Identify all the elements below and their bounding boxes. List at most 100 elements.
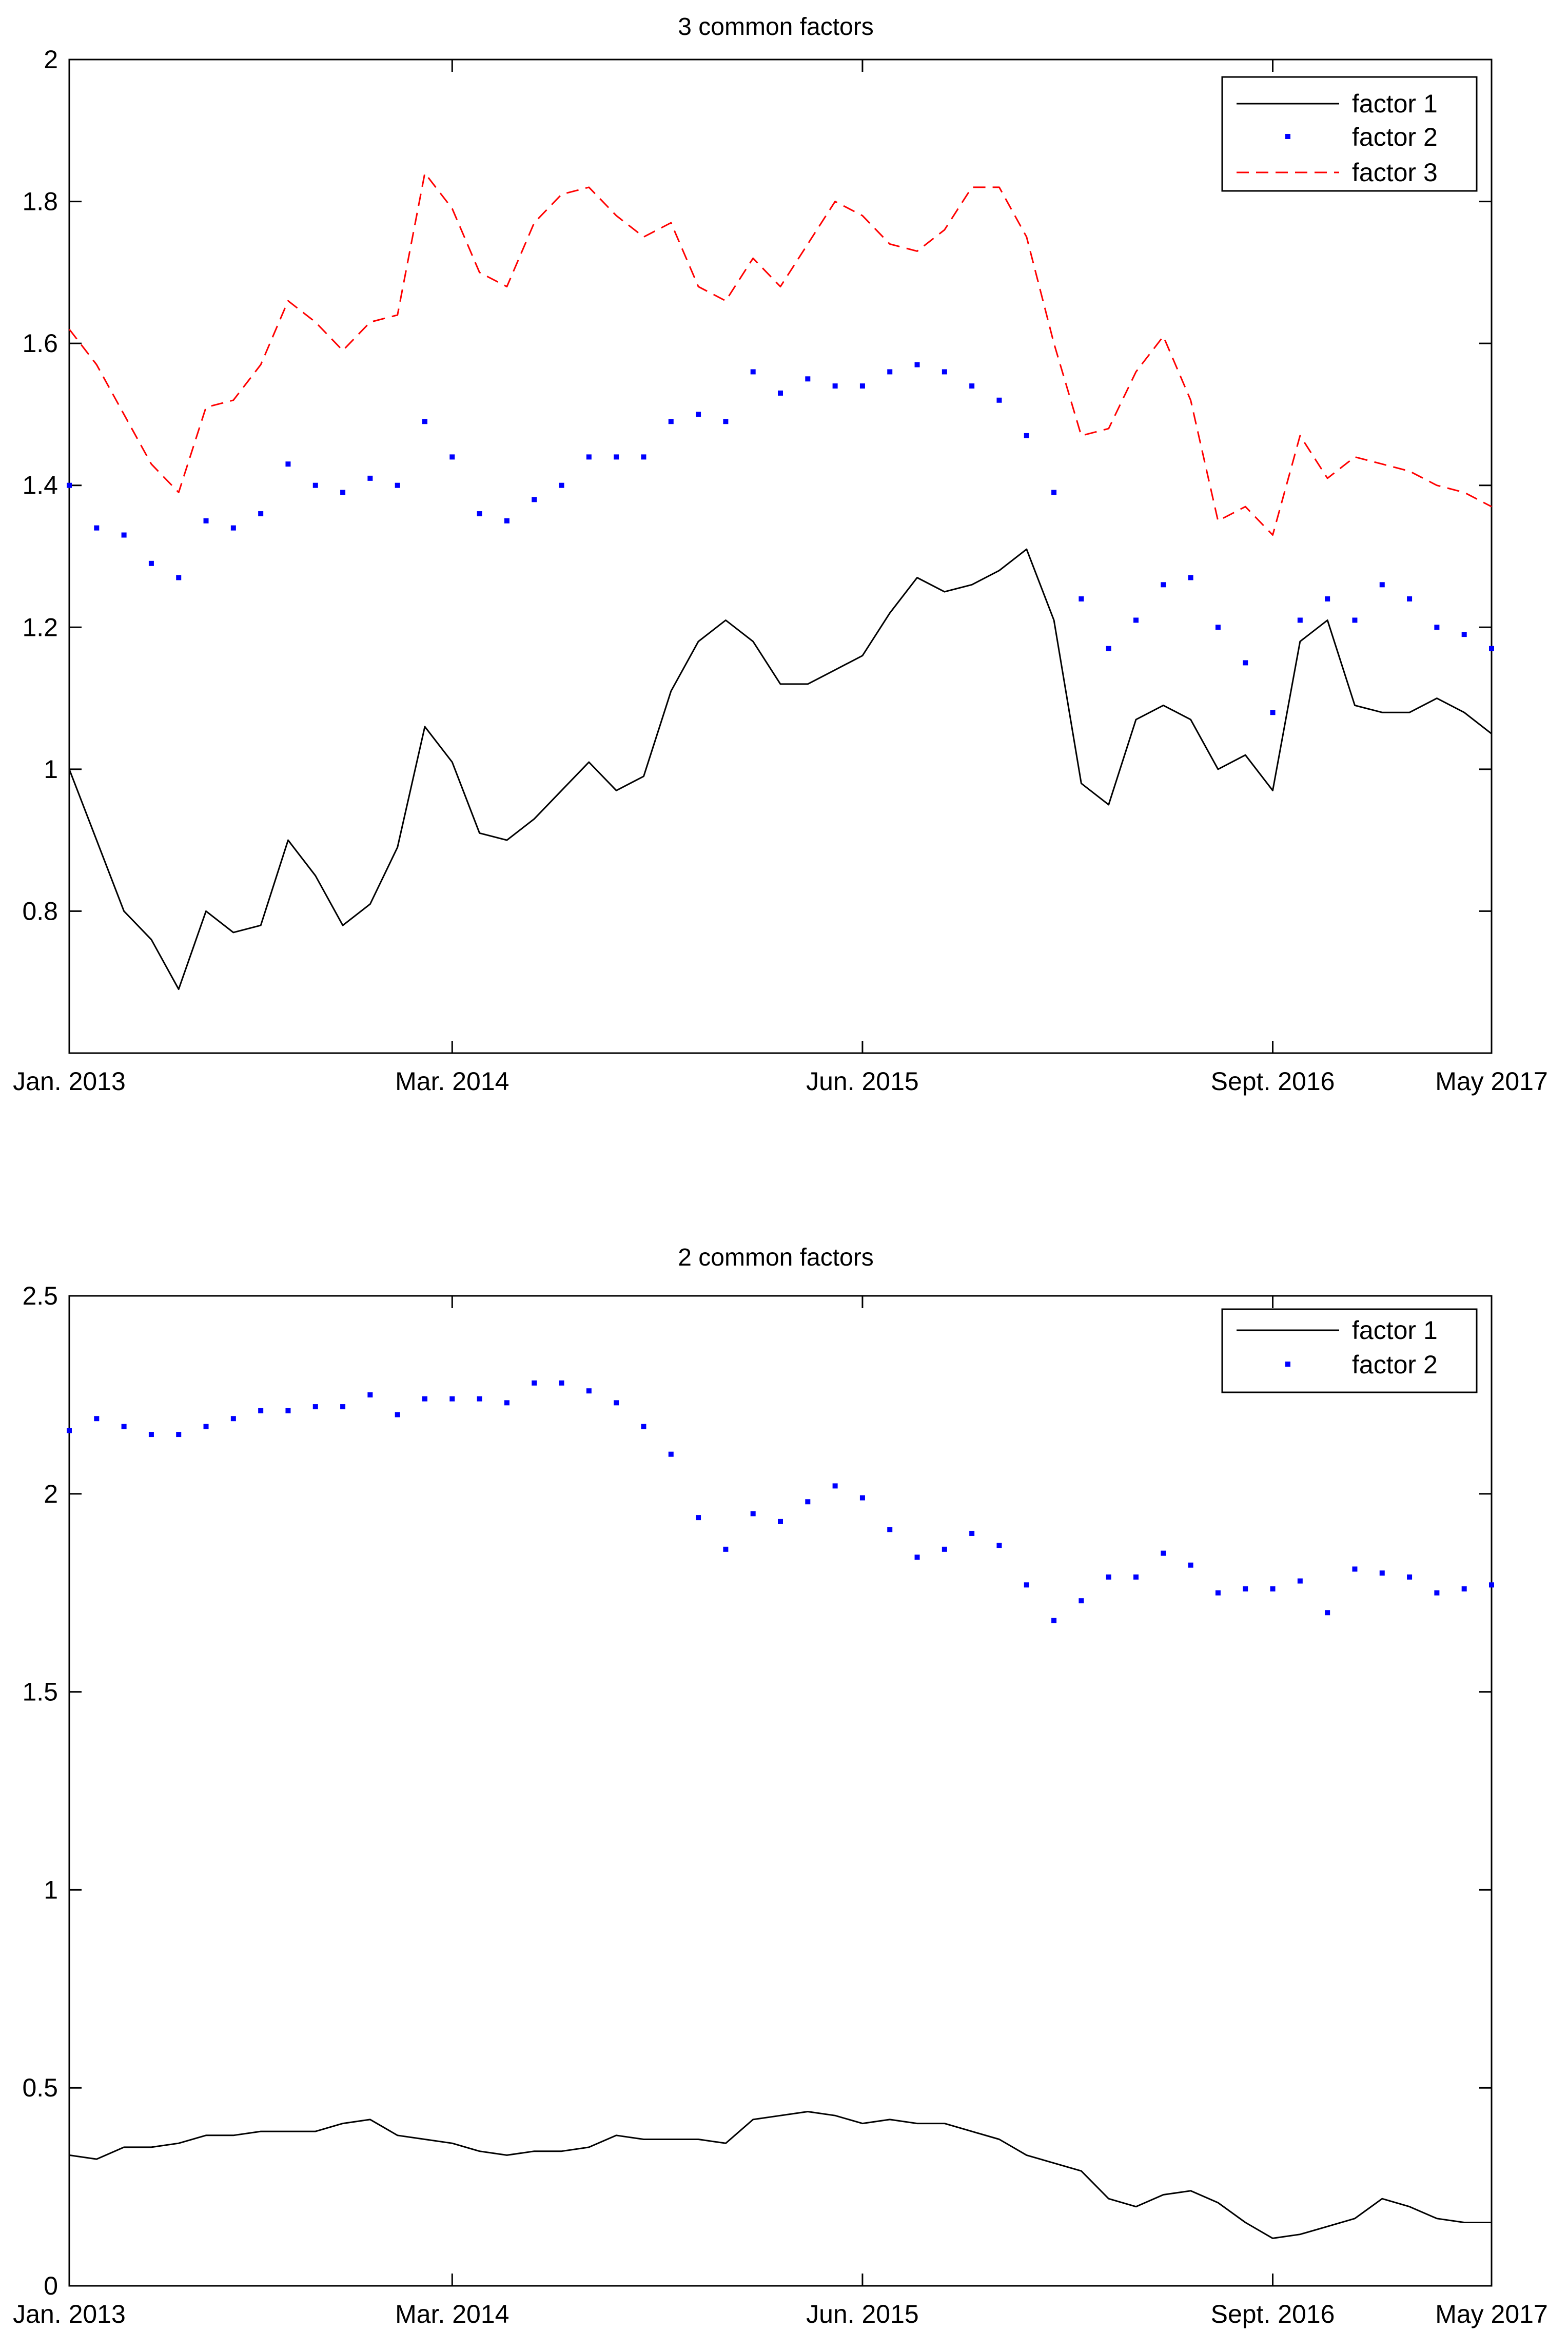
data-point-factor-2: [230, 525, 236, 531]
data-point-factor-2: [94, 1416, 100, 1422]
data-point-factor-2: [805, 1499, 811, 1505]
data-point-factor-2: [559, 1380, 564, 1386]
data-point-factor-2: [121, 532, 127, 538]
data-point-factor-2: [1434, 1590, 1440, 1596]
y-tick-label: 0: [44, 2271, 58, 2300]
data-point-factor-2: [641, 454, 646, 460]
x-tick-label: Jan. 2013: [13, 1067, 126, 1096]
data-point-factor-2: [1215, 1590, 1221, 1596]
data-point-factor-2: [1051, 1618, 1057, 1623]
data-point-factor-2: [176, 575, 182, 580]
x-tick-label: Jun. 2015: [806, 1067, 919, 1096]
data-point-factor-2: [1161, 1550, 1166, 1556]
data-point-factor-2: [614, 454, 619, 460]
data-point-factor-2: [312, 482, 318, 488]
data-point-factor-2: [1461, 632, 1467, 637]
y-tick-label: 2: [44, 45, 58, 74]
data-point-factor-2: [285, 461, 291, 467]
data-point-factor-2: [1024, 1582, 1029, 1588]
data-point-factor-2: [230, 1416, 236, 1422]
x-tick-label: Jun. 2015: [806, 2300, 919, 2328]
data-point-factor-2: [914, 1555, 920, 1560]
data-point-factor-2: [1297, 617, 1303, 623]
data-point-factor-2: [996, 1543, 1002, 1548]
data-point-factor-2: [1379, 582, 1385, 588]
data-point-factor-2: [668, 419, 674, 424]
data-point-factor-2: [1188, 1562, 1193, 1568]
data-point-factor-2: [969, 1530, 975, 1536]
y-tick-label: 0.5: [22, 2073, 58, 2102]
data-point-factor-2: [832, 383, 838, 389]
data-point-factor-2: [1079, 1598, 1084, 1604]
data-point-factor-2: [94, 525, 100, 531]
legend-label-factor-1: factor 1: [1352, 1316, 1438, 1345]
data-point-factor-2: [887, 1527, 893, 1532]
data-point-factor-2: [778, 390, 783, 396]
chart-3-common-factors: 3 common factors 0.8 1 1.2 1.4 1.6 1.8 2 Jan. 2…: [13, 13, 1548, 1096]
x-tick-label: May 2017: [1435, 1067, 1548, 1096]
data-point-factor-2: [641, 1424, 646, 1429]
x-tick-label: Sept. 2016: [1211, 1067, 1335, 1096]
data-point-factor-2: [1352, 617, 1358, 623]
data-point-factor-2: [121, 1424, 127, 1429]
data-point-factor-2: [367, 475, 373, 481]
data-point-factor-2: [1325, 1610, 1330, 1616]
data-point-factor-2: [395, 1412, 400, 1417]
chart-2-common-factors: 2 common factors 0 0.5 1 1.5 2 2.5 Jan. 2013 Ma…: [13, 1244, 1548, 2328]
y-tick-label: 1.2: [22, 613, 58, 642]
series-line-factor-3: [68, 172, 1492, 536]
data-point-factor-2: [559, 482, 564, 488]
data-point-factor-2: [1243, 660, 1248, 666]
data-point-factor-2: [750, 1511, 756, 1517]
x-tick-label: Sept. 2016: [1211, 2300, 1335, 2328]
data-point-factor-2: [586, 1388, 592, 1394]
data-point-factor-2: [942, 1546, 947, 1552]
data-point-factor-2: [532, 497, 537, 502]
y-tick-label: 2.5: [22, 1281, 58, 1310]
legend: factor 1 factor 2: [1221, 1308, 1478, 1393]
y-tick-label: 0.8: [22, 897, 58, 925]
data-point-factor-2: [340, 1404, 346, 1410]
data-point-factor-2: [504, 1400, 509, 1406]
data-point-factor-2: [696, 412, 701, 417]
data-point-factor-2: [1489, 1582, 1494, 1588]
y-tick-label: 1.5: [22, 1678, 58, 1706]
data-point-factor-2: [1106, 646, 1111, 651]
y-tick-label: 1: [44, 1875, 58, 1904]
series-layer: [67, 1380, 1494, 2239]
data-point-factor-2: [1106, 1574, 1111, 1580]
data-point-factor-2: [1270, 710, 1276, 715]
chart-title: 2 common factors: [678, 1244, 873, 1271]
data-point-factor-2: [477, 511, 482, 517]
data-point-factor-2: [778, 1519, 783, 1524]
data-point-factor-2: [914, 362, 920, 367]
data-point-factor-2: [1489, 646, 1494, 651]
legend-label-factor-1: factor 1: [1352, 89, 1438, 118]
data-point-factor-2: [258, 511, 264, 517]
y-tick-label: 1: [44, 755, 58, 784]
data-point-factor-2: [67, 482, 72, 488]
data-point-factor-2: [1379, 1570, 1385, 1576]
data-point-factor-2: [723, 419, 729, 424]
data-point-factor-2: [1407, 596, 1413, 601]
data-point-factor-2: [696, 1515, 701, 1521]
data-point-factor-2: [285, 1408, 291, 1413]
data-point-factor-2: [1133, 617, 1139, 623]
data-point-factor-2: [422, 1396, 427, 1402]
legend-box: [1221, 1308, 1478, 1393]
series-layer: [67, 172, 1494, 990]
x-tick-label: May 2017: [1435, 2300, 1548, 2328]
data-point-factor-2: [176, 1432, 182, 1438]
legend-box: [1221, 76, 1478, 192]
x-tick-label: Jan. 2013: [13, 2300, 126, 2328]
data-point-factor-2: [859, 1495, 865, 1501]
data-point-factor-2: [942, 369, 947, 375]
plot-area-frame: [68, 1295, 1493, 2287]
data-point-factor-2: [1051, 490, 1057, 495]
data-point-factor-2: [832, 1483, 838, 1489]
data-point-factor-2: [1079, 596, 1084, 601]
axis-ticks: 0 0.5 1 1.5 2 2.5 Jan. 2013 Mar. 2014 Jun. 2015 S…: [13, 1281, 1548, 2328]
data-point-factor-2: [1188, 575, 1193, 580]
data-point-factor-2: [723, 1546, 729, 1552]
